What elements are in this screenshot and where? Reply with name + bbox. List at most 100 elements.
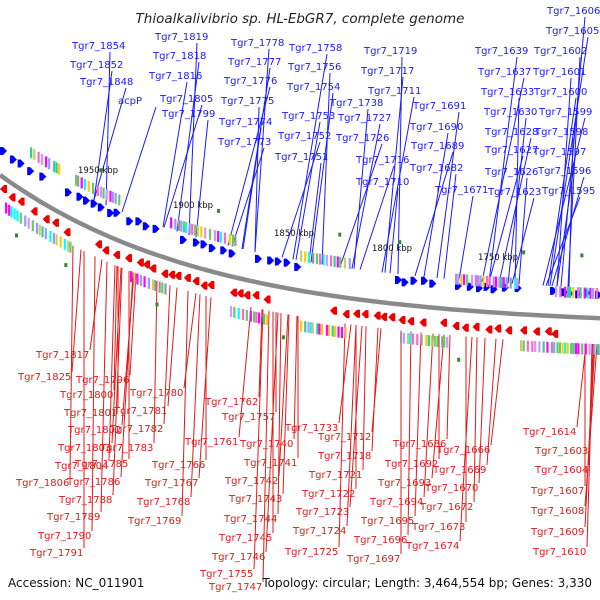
gene-label-top[interactable]: acpP (118, 96, 142, 107)
gene-label-bottom[interactable]: Tgr7_1746 (211, 552, 265, 563)
gene-label-top[interactable]: Tgr7_1805 (159, 94, 213, 105)
gene-label-bottom[interactable]: Tgr7_1696 (353, 535, 407, 546)
gene-label-top[interactable]: Tgr7_1689 (410, 141, 464, 152)
gene-label-bottom[interactable]: Tgr7_1781 (113, 406, 167, 417)
gene-label-top[interactable]: Tgr7_1754 (286, 82, 340, 93)
gene-label-bottom[interactable]: Tgr7_1785 (74, 459, 128, 470)
gene-label-top[interactable]: Tgr7_1623 (487, 187, 541, 198)
gene-label-top[interactable]: Tgr7_1598 (534, 127, 588, 138)
gene-label-top[interactable]: Tgr7_1637 (477, 67, 531, 78)
gene-label-top[interactable]: Tgr7_1710 (355, 177, 409, 188)
gene-label-bottom[interactable]: Tgr7_1670 (424, 483, 478, 494)
gene-label-top[interactable]: Tgr7_1726 (335, 133, 389, 144)
gene-label-bottom[interactable]: Tgr7_1806 (15, 478, 69, 489)
gene-label-top[interactable]: Tgr7_1819 (154, 32, 208, 43)
gene-label-bottom[interactable]: Tgr7_1694 (369, 497, 423, 508)
gene-label-bottom[interactable]: Tgr7_1723 (295, 507, 349, 518)
gene-label-top[interactable]: Tgr7_1595 (541, 186, 595, 197)
gene-label-bottom[interactable]: Tgr7_1697 (346, 554, 400, 565)
gene-label-bottom[interactable]: Tgr7_1804 (54, 461, 108, 472)
gene-label-bottom[interactable]: Tgr7_1747 (208, 582, 262, 593)
gene-label-bottom[interactable]: Tgr7_1672 (419, 502, 473, 513)
gene-label-top[interactable]: Tgr7_1751 (274, 152, 328, 163)
gene-label-top[interactable]: Tgr7_1626 (484, 167, 538, 178)
gene-label-top[interactable]: Tgr7_1639 (474, 46, 528, 57)
gene-label-bottom[interactable]: Tgr7_1718 (317, 451, 371, 462)
gene-label-top[interactable]: Tgr7_1852 (69, 60, 123, 71)
gene-label-bottom[interactable]: Tgr7_1802 (67, 425, 121, 436)
gene-label-top[interactable]: Tgr7_1818 (152, 51, 206, 62)
gene-label-bottom[interactable]: Tgr7_1693 (377, 478, 431, 489)
gene-label-bottom[interactable]: Tgr7_1796 (75, 375, 129, 386)
gene-label-top[interactable]: Tgr7_1854 (71, 41, 125, 52)
gene-label-bottom[interactable]: Tgr7_1762 (204, 397, 258, 408)
gene-label-top[interactable]: Tgr7_1633 (480, 87, 534, 98)
gene-label-bottom[interactable]: Tgr7_1769 (127, 516, 181, 527)
gene-label-bottom[interactable]: Tgr7_1695 (360, 516, 414, 527)
gene-label-bottom[interactable]: Tgr7_1604 (534, 465, 588, 476)
gene-label-top[interactable]: Tgr7_1756 (287, 62, 341, 73)
gene-label-bottom[interactable]: Tgr7_1761 (184, 437, 238, 448)
gene-label-top[interactable]: Tgr7_1778 (230, 38, 284, 49)
gene-label-bottom[interactable]: Tgr7_1666 (436, 445, 490, 456)
gene-label-top[interactable]: Tgr7_1717 (360, 66, 414, 77)
gene-label-bottom[interactable]: Tgr7_1745 (218, 533, 272, 544)
gene-label-bottom[interactable]: Tgr7_1725 (284, 547, 338, 558)
gene-label-top[interactable]: Tgr7_1602 (533, 46, 587, 57)
gene-label-top[interactable]: Tgr7_1599 (538, 107, 592, 118)
gene-label-top[interactable]: Tgr7_1630 (483, 107, 537, 118)
gene-label-top[interactable]: Tgr7_1691 (412, 101, 466, 112)
gene-label-top[interactable]: Tgr7_1776 (223, 76, 277, 87)
gene-label-top[interactable]: Tgr7_1777 (227, 57, 281, 68)
gene-label-top[interactable]: Tgr7_1711 (367, 86, 421, 97)
gene-label-top[interactable]: Tgr7_1606 (546, 6, 600, 17)
gene-label-top[interactable]: Tgr7_1682 (409, 163, 463, 174)
gene-label-top[interactable]: Tgr7_1597 (532, 147, 586, 158)
gene-label-bottom[interactable]: Tgr7_1744 (223, 514, 277, 525)
gene-label-bottom[interactable]: Tgr7_1801 (63, 408, 117, 419)
gene-label-top[interactable]: Tgr7_1690 (409, 122, 463, 133)
gene-label-bottom[interactable]: Tgr7_1721 (308, 470, 362, 481)
gene-label-top[interactable]: Tgr7_1758 (288, 43, 342, 54)
gene-label-bottom[interactable]: Tgr7_1800 (59, 390, 113, 401)
gene-label-bottom[interactable]: Tgr7_1724 (292, 526, 346, 537)
gene-label-bottom[interactable]: Tgr7_1767 (144, 478, 198, 489)
gene-label-bottom[interactable]: Tgr7_1825 (17, 372, 71, 383)
gene-label-top[interactable]: Tgr7_1716 (355, 155, 409, 166)
gene-label-bottom[interactable]: Tgr7_1673 (411, 522, 465, 533)
gene-label-bottom[interactable]: Tgr7_1722 (301, 489, 355, 500)
gene-label-top[interactable]: Tgr7_1627 (484, 145, 538, 156)
gene-label-bottom[interactable]: Tgr7_1740 (239, 439, 293, 450)
gene-label-top[interactable]: Tgr7_1719 (363, 46, 417, 57)
gene-label-top[interactable]: Tgr7_1752 (277, 131, 331, 142)
gene-label-top[interactable]: Tgr7_1600 (533, 87, 587, 98)
gene-label-bottom[interactable]: Tgr7_1733 (284, 423, 338, 434)
gene-label-bottom[interactable]: Tgr7_1669 (432, 465, 486, 476)
gene-label-bottom[interactable]: Tgr7_1757 (221, 412, 275, 423)
gene-label-bottom[interactable]: Tgr7_1786 (66, 477, 120, 488)
gene-label-top[interactable]: Tgr7_1727 (337, 113, 391, 124)
gene-label-bottom[interactable]: Tgr7_1614 (522, 427, 576, 438)
gene-label-top[interactable]: Tgr7_1775 (220, 96, 274, 107)
gene-label-top[interactable]: Tgr7_1799 (161, 109, 215, 120)
gene-label-bottom[interactable]: Tgr7_1790 (37, 531, 91, 542)
gene-label-bottom[interactable]: Tgr7_1741 (243, 458, 297, 469)
gene-label-top[interactable]: Tgr7_1848 (79, 77, 133, 88)
gene-label-bottom[interactable]: Tgr7_1755 (199, 569, 253, 580)
gene-label-bottom[interactable]: Tgr7_1608 (530, 506, 584, 517)
gene-label-top[interactable]: Tgr7_1816 (148, 71, 202, 82)
gene-label-bottom[interactable]: Tgr7_1766 (151, 460, 205, 471)
gene-label-bottom[interactable]: Tgr7_1609 (530, 527, 584, 538)
gene-label-bottom[interactable]: Tgr7_1817 (35, 350, 89, 361)
gene-label-bottom[interactable]: Tgr7_1782 (109, 424, 163, 435)
gene-label-bottom[interactable]: Tgr7_1692 (384, 459, 438, 470)
gene-label-bottom[interactable]: Tgr7_1743 (228, 494, 282, 505)
gene-label-top[interactable]: Tgr7_1601 (532, 67, 586, 78)
gene-label-top[interactable]: Tgr7_1671 (434, 185, 488, 196)
gene-label-bottom[interactable]: Tgr7_1791 (29, 548, 83, 559)
gene-label-top[interactable]: Tgr7_1628 (484, 127, 538, 138)
gene-label-top[interactable]: Tgr7_1596 (537, 166, 591, 177)
gene-label-bottom[interactable]: Tgr7_1780 (129, 388, 183, 399)
gene-label-top[interactable]: Tgr7_1774 (218, 117, 272, 128)
gene-label-top[interactable]: Tgr7_1605 (545, 26, 599, 37)
